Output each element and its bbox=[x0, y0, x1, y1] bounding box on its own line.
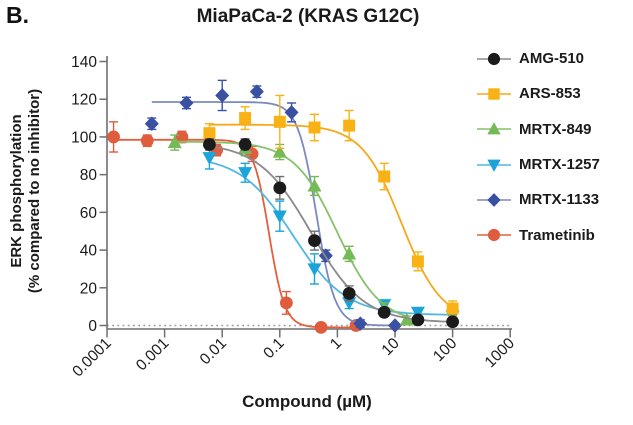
x-tick-label: 1000 bbox=[482, 335, 519, 372]
x-tick-label: 0.1 bbox=[260, 335, 287, 362]
x-tick-label: 0.0001 bbox=[69, 335, 115, 381]
y-tick-label: 120 bbox=[71, 92, 97, 109]
x-tick-label: 0.001 bbox=[133, 335, 172, 374]
series-mrtx-849 bbox=[167, 133, 414, 326]
series-ars-853 bbox=[203, 94, 459, 317]
legend-item-mrtx-1133: MRTX-1133 bbox=[476, 182, 600, 217]
fit-curve bbox=[151, 101, 396, 327]
panel-label: B. bbox=[6, 2, 29, 28]
chart-title: MiaPaCa-2 (KRAS G12C) bbox=[196, 6, 420, 27]
x-tick-label: 0.01 bbox=[197, 335, 230, 368]
series-mrtx-1257 bbox=[202, 145, 460, 324]
legend-marker bbox=[487, 229, 501, 242]
legend-marker bbox=[487, 122, 501, 135]
y-tick-label: 20 bbox=[80, 280, 98, 297]
legend-item-mrtx-1257: MRTX-1257 bbox=[476, 147, 600, 182]
legend-label: MRTX-1257 bbox=[519, 156, 600, 174]
legend-label: Trametinib bbox=[519, 226, 595, 244]
y-tick-label: 80 bbox=[80, 167, 98, 184]
x-tick-label: 100 bbox=[430, 335, 461, 366]
y-tick-label: 60 bbox=[80, 205, 98, 222]
series-trametinib bbox=[107, 121, 363, 334]
legend-item-trametinib: Trametinib bbox=[476, 217, 600, 252]
series-amg-510 bbox=[203, 138, 459, 329]
y-tick-label: 40 bbox=[80, 243, 98, 260]
legend-label: ARS-853 bbox=[519, 85, 581, 103]
x-axis-title: Compound (µM) bbox=[242, 392, 372, 411]
y-tick-label: 0 bbox=[88, 318, 97, 335]
y-tick-label: 140 bbox=[71, 54, 97, 71]
legend-marker bbox=[487, 52, 501, 65]
legend-label: AMG-510 bbox=[519, 50, 585, 68]
legend: AMG-510 ARS-853 MRTX-849 MRTX-1257 MRTX-… bbox=[476, 41, 600, 253]
legend-marker bbox=[488, 88, 500, 100]
legend-marker-triangle-down-icon bbox=[477, 159, 511, 172]
legend-marker bbox=[487, 192, 501, 207]
legend-marker-square-icon bbox=[477, 88, 511, 100]
fit-curve bbox=[209, 161, 453, 316]
legend-marker-triangle-up-icon bbox=[477, 122, 511, 135]
legend-item-amg-510: AMG-510 bbox=[476, 41, 600, 76]
legend-marker-diamond-icon bbox=[477, 192, 511, 207]
legend-marker-circle-icon bbox=[477, 52, 511, 65]
series-mrtx-1133 bbox=[144, 79, 402, 333]
legend-label: MRTX-1133 bbox=[519, 191, 600, 209]
legend-marker-circle-icon bbox=[477, 229, 511, 242]
x-tick-label: 10 bbox=[379, 335, 403, 359]
legend-label: MRTX-849 bbox=[519, 120, 592, 138]
y-tick-label: 100 bbox=[71, 129, 97, 146]
legend-marker bbox=[487, 159, 501, 172]
x-tick-label: 1 bbox=[327, 335, 345, 353]
fit-curve bbox=[209, 123, 454, 309]
legend-item-mrtx-849: MRTX-849 bbox=[476, 112, 600, 147]
legend-item-ars-853: ARS-853 bbox=[476, 76, 600, 111]
